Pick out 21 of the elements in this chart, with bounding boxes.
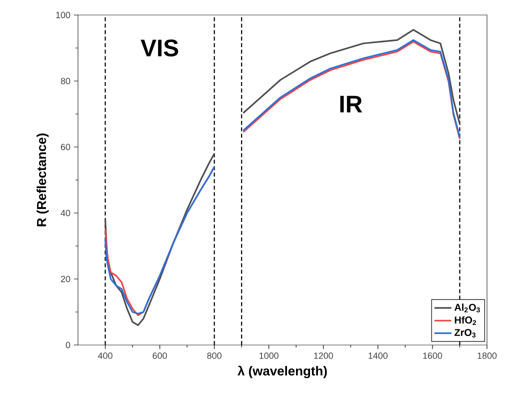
y-tick-label: 0 <box>66 342 70 348</box>
x-tick-label: 1400 <box>368 352 388 359</box>
annotation: VIS <box>140 40 178 56</box>
x-tick-label: 1800 <box>478 352 497 359</box>
x-axis-title: λ (wavelength) <box>238 366 327 378</box>
x-tick-label: 800 <box>207 352 222 359</box>
y-tick-label: 40 <box>60 210 70 216</box>
legend-label: HfO$_{2}$ <box>454 316 476 325</box>
annotation: IR <box>340 96 362 112</box>
legend-label: Al$_{2}$O$_{3}$ <box>454 304 480 312</box>
legend-label: ZrO$_{3}$ <box>454 328 476 338</box>
y-tick-label: 20 <box>60 276 70 282</box>
x-tick-label: 1000 <box>260 352 278 359</box>
y-tick-label: 80 <box>60 78 70 84</box>
x-tick-label: 1200 <box>314 352 334 359</box>
x-tick-label: 400 <box>98 352 112 359</box>
y-tick-label: 100 <box>56 12 70 18</box>
y-axis-title: R (Reflectance) <box>36 134 49 226</box>
y-tick-label: 60 <box>60 144 70 150</box>
x-tick-label: 1600 <box>423 352 442 359</box>
x-tick-label: 600 <box>152 352 167 359</box>
